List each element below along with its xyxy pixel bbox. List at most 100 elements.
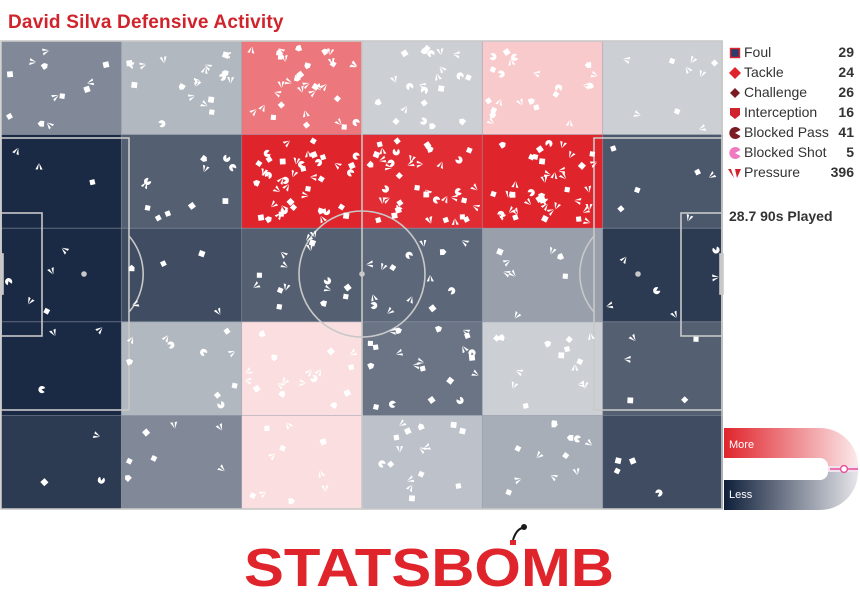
challenge-marker (484, 97, 493, 105)
pressure-marker (572, 468, 580, 476)
tackle-marker (455, 483, 462, 489)
challenge-marker (514, 445, 522, 453)
blocked-pass-marker (314, 158, 323, 167)
foul-marker (400, 49, 409, 58)
legend-count: 396 (830, 164, 854, 180)
blocked-pass-marker (468, 349, 476, 357)
challenge-marker (490, 190, 497, 198)
pressure-marker (584, 185, 592, 193)
blocked-pass-marker (527, 189, 535, 197)
blocked-pass-marker (38, 386, 46, 394)
pressure-marker (49, 328, 56, 337)
foul-marker (372, 150, 381, 159)
blocked-pass-marker (387, 159, 395, 167)
pressure-marker (407, 475, 415, 483)
pressure-marker (514, 311, 522, 319)
left-goal (0, 253, 4, 295)
pressure-marker (371, 294, 379, 302)
left-penalty-spot (81, 271, 87, 277)
foul-marker (403, 427, 412, 435)
challenge-marker (337, 203, 346, 211)
challenge-marker (459, 214, 466, 220)
pressure-marker (550, 474, 559, 482)
pressure-marker (511, 381, 519, 389)
pressure-marker (503, 270, 511, 278)
pressure-marker (95, 327, 103, 335)
pressure-marker (193, 77, 201, 86)
pressure-marker (628, 333, 636, 342)
pressure-marker (187, 94, 196, 102)
brand-wordmark: STATSBOMB (244, 538, 614, 596)
pressure-marker (699, 69, 707, 78)
tackle-marker (249, 492, 257, 500)
pressure-marker (213, 307, 221, 315)
pressure-marker (291, 169, 299, 178)
pressure-marker (571, 364, 579, 371)
scale-less-label: Less (729, 489, 753, 501)
pressure-marker (46, 122, 55, 130)
blocked-pass-marker (381, 185, 389, 193)
pressure-marker (462, 345, 469, 354)
foul-marker (343, 283, 352, 292)
foul-marker (391, 212, 398, 219)
legend-label: Foul (744, 44, 772, 60)
interception-marker (125, 475, 132, 482)
blocked-pass-marker (378, 460, 386, 468)
legend-label: Blocked Shot (744, 144, 827, 160)
pressure-marker (606, 301, 614, 309)
interception-marker (276, 48, 284, 56)
interception-marker (566, 434, 574, 441)
tackle-marker (694, 168, 702, 176)
pressure-marker (170, 421, 178, 429)
interception-marker (330, 402, 338, 410)
scale-band-less (724, 472, 858, 510)
pressure-marker (313, 83, 322, 91)
interception-marker (128, 264, 135, 272)
pressure-marker (419, 447, 427, 455)
diamond-dark-icon (730, 88, 740, 98)
challenge-marker (490, 106, 498, 114)
pressure-marker (285, 422, 294, 430)
legend: Foul 29 Tackle 24 Challenge 26 Intercept… (728, 43, 856, 183)
challenge-marker (341, 124, 347, 130)
blocked-pass-marker (389, 400, 396, 408)
pressure-marker (416, 357, 425, 365)
tackle-marker (395, 172, 403, 180)
pressure-marker (462, 329, 471, 337)
tackle-marker (289, 203, 298, 211)
pressure-marker (92, 431, 101, 438)
pressure-marker (424, 189, 433, 197)
challenge-marker (6, 112, 13, 120)
pressure-marker (381, 262, 388, 271)
pressure-marker (12, 147, 19, 156)
foul-marker (347, 161, 356, 170)
foul-marker (342, 212, 350, 220)
pressure-marker (280, 261, 288, 268)
pressure-marker (304, 369, 312, 377)
pressure-marker (581, 382, 589, 389)
foul-marker (326, 347, 336, 356)
blocked-pass-marker (370, 301, 378, 310)
legend-item-foul: Foul 29 (728, 43, 856, 63)
pressure-marker (258, 104, 265, 113)
foul-marker (502, 47, 511, 57)
blocked-pass-marker (511, 53, 519, 61)
pressure-marker (349, 60, 357, 68)
left-penalty-arc (128, 235, 144, 313)
foul-marker (310, 150, 318, 159)
pressure-marker (461, 240, 470, 247)
challenge-marker (392, 117, 400, 125)
pressure-marker (299, 379, 307, 387)
pressure-marker (584, 438, 593, 446)
blocked-pass-marker (456, 72, 464, 80)
pressure-marker (569, 150, 576, 159)
foul-marker (319, 438, 328, 446)
pitch-lines (0, 40, 724, 510)
pressure-marker (327, 48, 335, 56)
pressure-marker (582, 82, 591, 90)
pressure-marker (471, 369, 479, 376)
pressure-marker (334, 117, 342, 126)
foul-marker (577, 161, 586, 170)
pressure-marker (623, 355, 631, 363)
pressure-marker (282, 140, 291, 148)
